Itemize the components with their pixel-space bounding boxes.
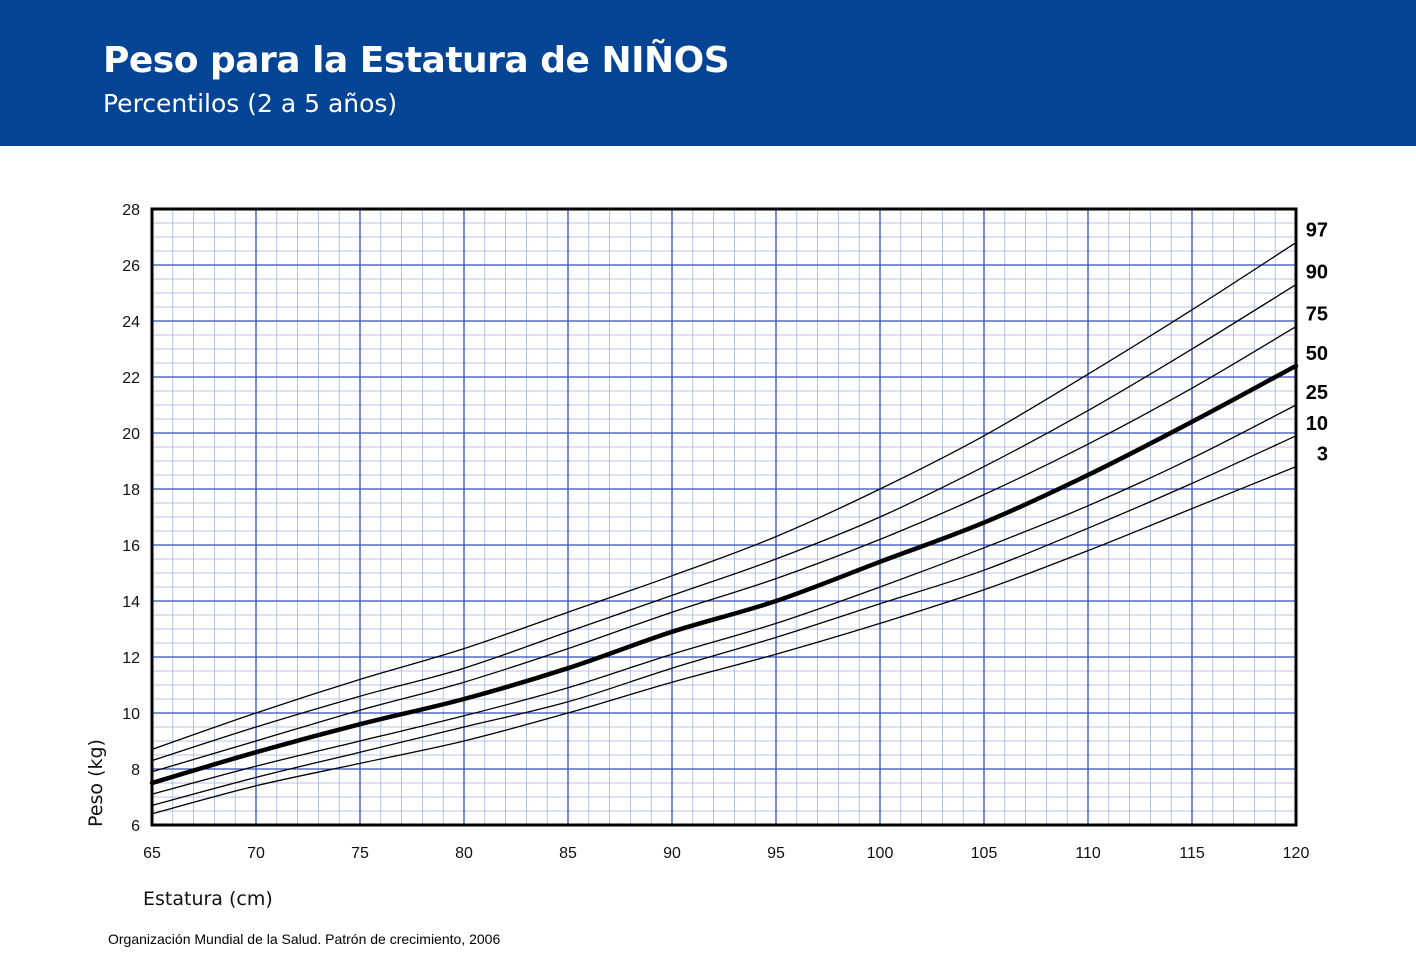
page-subtitle: Percentilos (2 a 5 años) bbox=[103, 89, 398, 118]
y-tick-label: 8 bbox=[131, 762, 140, 779]
x-tick-label: 115 bbox=[1179, 845, 1205, 862]
y-tick-label: 16 bbox=[122, 538, 140, 555]
source-note: Organización Mundial de la Salud. Patrón… bbox=[108, 931, 501, 947]
curve-label-p50: 50 bbox=[1306, 343, 1328, 365]
x-axis-label: Estatura (cm) bbox=[143, 888, 273, 910]
plot-frame bbox=[150, 207, 1298, 827]
y-tick-label: 22 bbox=[122, 370, 140, 387]
y-tick-label: 24 bbox=[122, 314, 140, 331]
y-tick-label: 10 bbox=[122, 706, 140, 723]
y-tick-label: 12 bbox=[122, 650, 140, 667]
x-tick-label: 80 bbox=[455, 845, 473, 862]
x-tick-label: 90 bbox=[663, 845, 681, 862]
x-tick-label: 120 bbox=[1283, 845, 1310, 862]
x-tick-label: 75 bbox=[351, 845, 369, 862]
percentile-curve-p50 bbox=[149, 363, 1299, 786]
y-tick-label: 26 bbox=[122, 258, 140, 275]
y-axis-label: Peso (kg) bbox=[85, 739, 107, 827]
y-tick-label: 6 bbox=[131, 818, 140, 835]
percentile-curves bbox=[149, 241, 1299, 815]
x-tick-label: 65 bbox=[143, 845, 161, 862]
percentile-curve-p10 bbox=[151, 435, 1297, 807]
x-tick-labels: 65 70 75 80 85 90 95 100 105 110 115 120 bbox=[143, 845, 1309, 862]
x-tick-label: 70 bbox=[247, 845, 265, 862]
curve-label-p3: 3 bbox=[1317, 444, 1328, 466]
y-tick-label: 28 bbox=[122, 202, 140, 219]
y-tick-label: 20 bbox=[122, 426, 140, 443]
x-tick-label: 95 bbox=[767, 845, 785, 862]
y-tick-label: 14 bbox=[122, 594, 140, 611]
curve-label-p25: 25 bbox=[1306, 382, 1328, 404]
percentile-curve-p75 bbox=[151, 325, 1297, 773]
header-banner: Peso para la Estatura de NIÑOS Percentil… bbox=[0, 0, 1416, 146]
x-tick-label: 100 bbox=[867, 845, 894, 862]
x-tick-label: 85 bbox=[559, 845, 577, 862]
curve-label-p90: 90 bbox=[1306, 262, 1328, 284]
percentile-curve-p3 bbox=[151, 465, 1297, 815]
y-tick-label: 18 bbox=[122, 482, 140, 499]
page-title: Peso para la Estatura de NIÑOS bbox=[103, 40, 730, 81]
x-tick-label: 110 bbox=[1075, 845, 1101, 862]
percentile-curve-p25 bbox=[151, 404, 1297, 795]
percentile-curve-p97 bbox=[151, 241, 1297, 751]
x-tick-label: 105 bbox=[971, 845, 998, 862]
curve-label-p75: 75 bbox=[1306, 304, 1328, 326]
curve-label-p97: 97 bbox=[1306, 220, 1328, 242]
percentile-curve-p90 bbox=[151, 283, 1297, 762]
curve-label-p10: 10 bbox=[1306, 413, 1328, 435]
curve-labels: 97 90 75 50 25 10 3 bbox=[1306, 220, 1328, 466]
y-tick-labels: 6 8 10 12 14 16 18 20 22 24 26 28 bbox=[122, 202, 140, 835]
